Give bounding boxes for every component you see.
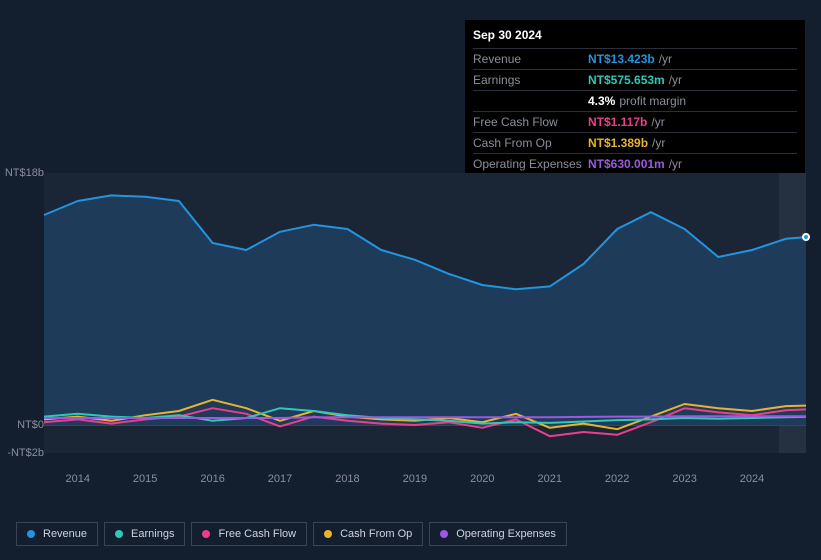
legend-item-revenue[interactable]: Revenue xyxy=(16,522,98,546)
x-axis-label: 2023 xyxy=(672,473,696,485)
tooltip-value: NT$13.423b xyxy=(588,52,655,66)
tooltip-suffix: /yr xyxy=(651,115,664,129)
legend-swatch-icon xyxy=(324,530,332,538)
x-axis-label: 2022 xyxy=(605,473,629,485)
tooltip-row: Cash From OpNT$1.389b/yr xyxy=(473,132,797,153)
tooltip-label: Cash From Op xyxy=(473,136,588,150)
series-fill-revenue xyxy=(44,195,806,425)
tooltip-suffix: /yr xyxy=(652,136,665,150)
x-axis-label: 2021 xyxy=(538,473,562,485)
y-axis-label: NT$0 xyxy=(17,419,44,431)
x-axis-label: 2019 xyxy=(403,473,427,485)
tooltip-row: EarningsNT$575.653m/yr xyxy=(473,69,797,90)
tooltip-value: NT$1.117b xyxy=(588,115,647,129)
tooltip-value: NT$575.653m xyxy=(588,73,665,87)
tooltip-suffix: /yr xyxy=(669,73,682,87)
y-axis-label: -NT$2b xyxy=(7,447,44,459)
legend-label: Revenue xyxy=(43,528,87,540)
legend-swatch-icon xyxy=(115,530,123,538)
chart-lines xyxy=(44,173,806,453)
tooltip-date: Sep 30 2024 xyxy=(473,26,797,48)
legend-label: Free Cash Flow xyxy=(218,528,296,540)
legend-swatch-icon xyxy=(202,530,210,538)
financials-chart[interactable]: NT$18bNT$0-NT$2b 20142015201620172018201… xyxy=(16,155,806,515)
y-axis-label: NT$18b xyxy=(5,167,44,179)
tooltip-label: Earnings xyxy=(473,73,588,87)
legend-label: Cash From Op xyxy=(340,528,412,540)
tooltip-suffix: /yr xyxy=(659,52,672,66)
x-axis-label: 2020 xyxy=(470,473,494,485)
tooltip-row: Free Cash FlowNT$1.117b/yr xyxy=(473,111,797,132)
legend-label: Earnings xyxy=(131,528,174,540)
tooltip-row: RevenueNT$13.423b/yr xyxy=(473,48,797,69)
chart-cursor-dot xyxy=(802,233,810,241)
x-axis-label: 2015 xyxy=(133,473,157,485)
tooltip-label: Revenue xyxy=(473,52,588,66)
x-axis-label: 2024 xyxy=(740,473,764,485)
legend-item-op_exp[interactable]: Operating Expenses xyxy=(429,522,567,546)
x-axis-label: 2018 xyxy=(335,473,359,485)
x-axis-label: 2014 xyxy=(65,473,89,485)
chart-legend: Revenue Earnings Free Cash Flow Cash From O… xyxy=(16,522,567,546)
chart-plot-area[interactable] xyxy=(44,173,806,453)
legend-item-free_cash_flow[interactable]: Free Cash Flow xyxy=(191,522,307,546)
x-axis-label: 2017 xyxy=(268,473,292,485)
legend-label: Operating Expenses xyxy=(456,528,556,540)
tooltip-value: NT$1.389b xyxy=(588,136,648,150)
legend-swatch-icon xyxy=(440,530,448,538)
legend-item-cash_from_op[interactable]: Cash From Op xyxy=(313,522,423,546)
chart-x-axis: 2014 2015 2016 2017 2018 2019 2020 2021 2022 2023… xyxy=(44,455,806,495)
tooltip-subrow: 4.3%profit margin xyxy=(473,90,797,111)
legend-item-earnings[interactable]: Earnings xyxy=(104,522,185,546)
tooltip-label: Free Cash Flow xyxy=(473,115,588,129)
x-axis-label: 2016 xyxy=(200,473,224,485)
legend-swatch-icon xyxy=(27,530,35,538)
